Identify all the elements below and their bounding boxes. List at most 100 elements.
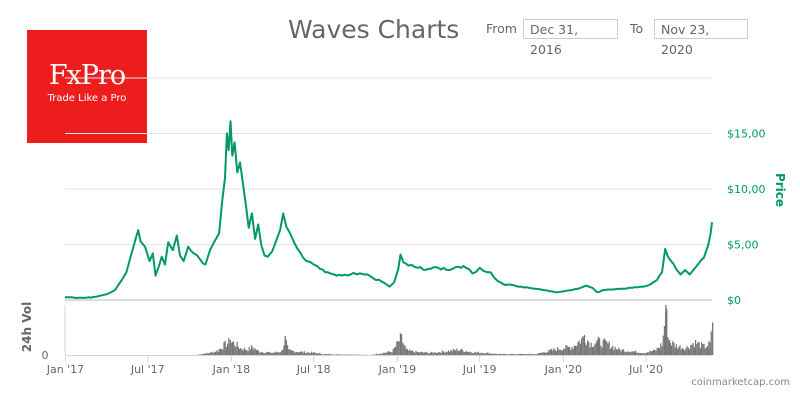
volume-bar: [597, 336, 599, 355]
volume-bar: [693, 347, 695, 355]
volume-bar: [475, 352, 477, 355]
volume-bar: [605, 340, 607, 355]
volume-bar: [681, 348, 683, 355]
volume-bar: [656, 347, 658, 355]
volume-bar: [699, 348, 701, 355]
volume-bar: [279, 352, 281, 355]
volume-bar: [637, 352, 639, 355]
volume-bar: [599, 338, 601, 355]
volume-bar: [672, 341, 674, 355]
volume-bar: [452, 348, 454, 355]
volume-bar: [571, 347, 573, 355]
volume-bar: [651, 351, 653, 355]
volume-bar: [593, 346, 595, 355]
volume-bar: [661, 346, 663, 355]
volume-bar: [277, 352, 279, 355]
volume-bar: [265, 352, 267, 355]
volume-bar: [419, 352, 421, 355]
volume-bar: [381, 353, 383, 355]
volume-bar: [654, 350, 656, 355]
volume-bar: [224, 340, 226, 355]
volume-bar: [653, 349, 655, 355]
volume-bar: [385, 352, 387, 355]
volume-bar: [645, 353, 647, 355]
volume-bar: [572, 348, 574, 355]
volume-bar: [602, 339, 604, 355]
volume-bar: [685, 348, 687, 355]
volume-bar: [686, 346, 688, 355]
volume-bar: [396, 341, 398, 355]
from-label: From: [486, 21, 517, 36]
volume-bar: [338, 354, 340, 355]
volume-bar: [529, 354, 531, 355]
volume-bar: [221, 349, 223, 355]
credit-link[interactable]: coinmarketcap.com: [691, 377, 790, 388]
volume-bar: [597, 340, 599, 355]
volume-bar: [539, 352, 541, 355]
volume-bar: [606, 341, 608, 355]
volume-bar: [289, 349, 291, 355]
volume-bar: [545, 352, 547, 355]
volume-bar: [619, 349, 621, 355]
volume-bar: [564, 348, 566, 355]
volume-bar: [203, 353, 205, 355]
volume-bar: [314, 352, 316, 355]
volume-bar: [230, 342, 232, 355]
volume-bar: [414, 352, 416, 355]
volume-bar: [287, 345, 289, 355]
volume-bar: [624, 352, 626, 355]
volume-bar: [461, 348, 463, 355]
volume-bar: [600, 345, 602, 355]
volume-bar: [684, 350, 686, 355]
volume-bar: [482, 352, 484, 355]
volume-bar: [278, 352, 280, 355]
price-tick-label: $10,00: [727, 183, 766, 196]
volume-bar: [200, 354, 202, 355]
volume-bar: [241, 349, 243, 355]
volume-bar: [567, 346, 569, 355]
to-date-input[interactable]: Nov 23, 2020: [654, 19, 748, 57]
volume-bar: [701, 342, 703, 355]
volume-bar: [542, 352, 544, 355]
x-axis: Jan '17 Jul '17 Jan '18 Jul '18 Jan '19 Jul '…: [46, 355, 712, 376]
volume-bar: [443, 351, 445, 355]
volume-bar: [458, 350, 460, 355]
volume-bar: [587, 340, 589, 355]
volume-bar: [456, 348, 458, 355]
volume-bar: [253, 349, 255, 355]
volume-bar: [315, 353, 317, 355]
volume-bar: [609, 349, 611, 355]
volume-bar: [306, 352, 308, 355]
volume-bar: [477, 351, 479, 355]
volume-bar: [608, 341, 610, 355]
volume-bar: [266, 352, 268, 355]
volume-bar: [615, 349, 617, 355]
volume-bar: [457, 351, 459, 355]
volume-bar: [551, 348, 553, 355]
volume-bar: [573, 345, 575, 355]
volume-bar: [547, 351, 549, 355]
volume-bar: [511, 354, 513, 355]
volume-bar: [237, 346, 239, 355]
volume-bar: [235, 347, 237, 355]
volume-bar: [437, 352, 439, 355]
volume-bar: [249, 349, 251, 355]
volume-bar: [210, 352, 212, 355]
volume-bar: [665, 305, 667, 355]
volume-bar: [679, 345, 681, 355]
volume-bar: [464, 351, 466, 355]
fxpro-ad-banner[interactable]: FxPro Trade Like a Pro: [27, 30, 147, 143]
volume-bar: [380, 353, 382, 355]
volume-bar: [270, 352, 272, 355]
volume-bar: [473, 353, 475, 355]
volume-bar: [468, 351, 470, 355]
volume-bar: [211, 352, 213, 355]
volume-bar: [435, 353, 437, 355]
volume-bar: [710, 331, 712, 355]
volume-bar: [209, 353, 211, 355]
volume-bar: [206, 353, 208, 355]
volume-bar: [319, 353, 321, 355]
volume-bar: [393, 347, 395, 355]
from-date-input[interactable]: Dec 31, 2016: [523, 19, 618, 57]
